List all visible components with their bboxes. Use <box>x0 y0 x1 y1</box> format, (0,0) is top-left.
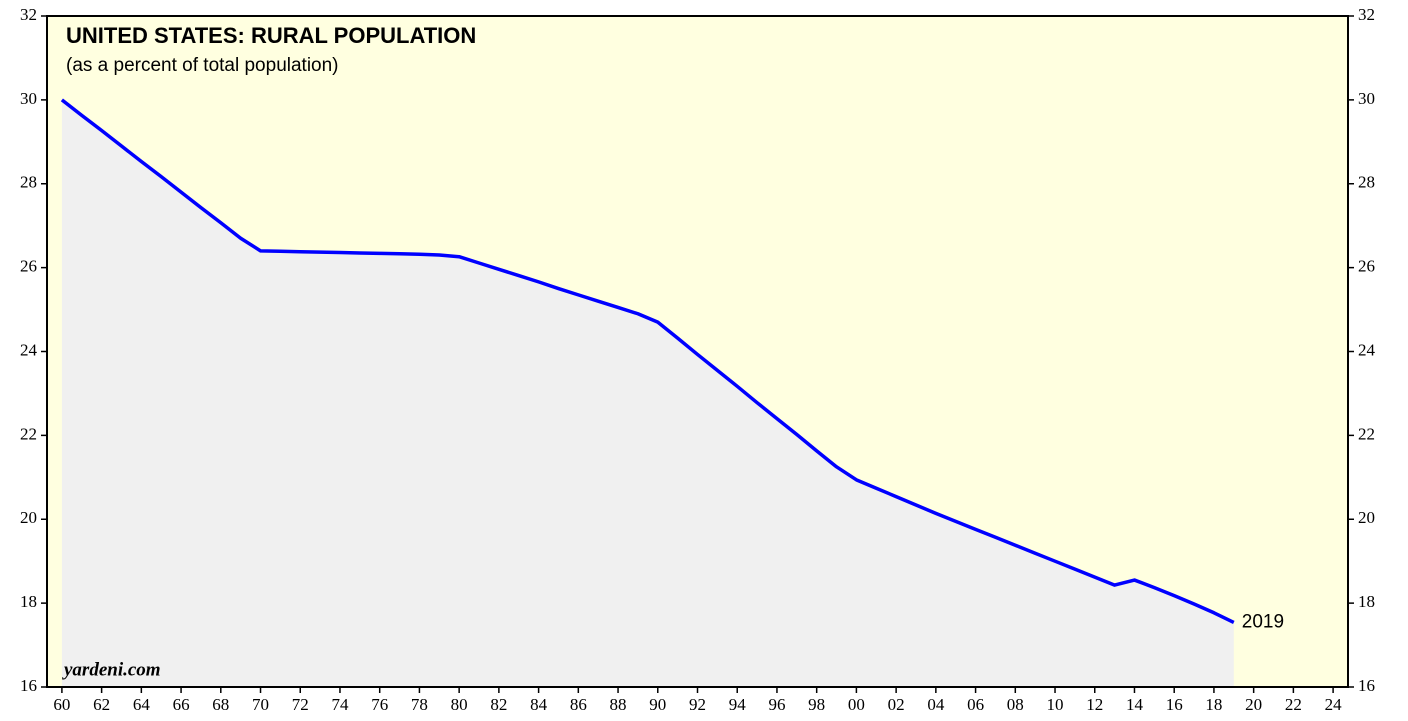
x-tick-label: 96 <box>768 695 785 714</box>
y-tick-label: 24 <box>20 340 38 359</box>
x-tick-label: 20 <box>1245 695 1262 714</box>
x-tick-label: 88 <box>610 695 627 714</box>
x-tick-label: 90 <box>649 695 666 714</box>
x-tick-label: 60 <box>53 695 70 714</box>
y2-tick-label: 26 <box>1358 257 1375 276</box>
x-tick-label: 78 <box>411 695 428 714</box>
x-tick-label: 98 <box>808 695 825 714</box>
x-tick-label: 02 <box>888 695 905 714</box>
area-fill <box>61 99 1234 687</box>
x-tick-label: 86 <box>570 695 587 714</box>
x-tick-label: 24 <box>1325 695 1343 714</box>
chart-title: UNITED STATES: RURAL POPULATION <box>66 23 476 48</box>
source: yardeni.com <box>62 659 161 680</box>
end-annotation: 2019 <box>1242 611 1284 632</box>
x-tick-label: 14 <box>1126 695 1144 714</box>
y2-tick-label: 20 <box>1358 508 1375 527</box>
x-tick-label: 18 <box>1205 695 1222 714</box>
y-tick-label: 18 <box>20 592 37 611</box>
y2-tick-label: 24 <box>1358 340 1376 359</box>
x-tick-label: 64 <box>133 695 151 714</box>
x-tick-label: 62 <box>93 695 110 714</box>
plot-layer <box>60 98 1235 687</box>
x-tick-label: 22 <box>1285 695 1302 714</box>
x-tick-label: 06 <box>967 695 984 714</box>
x-tick-label: 66 <box>173 695 190 714</box>
x-tick-label: 16 <box>1166 695 1183 714</box>
y-tick-label: 26 <box>20 257 37 276</box>
x-tick-label: 04 <box>927 695 945 714</box>
x-tick-label: 00 <box>848 695 865 714</box>
x-tick-label: 70 <box>252 695 269 714</box>
y2-tick-label: 18 <box>1358 592 1375 611</box>
x-tick-label: 08 <box>1007 695 1024 714</box>
line <box>60 98 1235 624</box>
x-tick-label: 94 <box>729 695 747 714</box>
y-tick-label: 30 <box>20 89 37 108</box>
y-tick-label: 20 <box>20 508 37 527</box>
y2-tick-label: 28 <box>1358 173 1375 192</box>
y2-tick-label: 32 <box>1358 5 1375 24</box>
x-tick-label: 84 <box>530 695 548 714</box>
x-tick-label: 72 <box>292 695 309 714</box>
x-tick-label: 74 <box>331 695 349 714</box>
y2-tick-label: 16 <box>1358 676 1375 695</box>
y2-tick-label: 30 <box>1358 89 1375 108</box>
x-tick-label: 82 <box>490 695 507 714</box>
x-tick-label: 92 <box>689 695 706 714</box>
chart-subtitle: (as a percent of total population) <box>66 55 339 76</box>
y-tick-label: 22 <box>20 424 37 443</box>
y-tick-label: 28 <box>20 173 37 192</box>
y-tick-label: 32 <box>20 5 37 24</box>
y-tick-label: 16 <box>20 676 37 695</box>
x-tick-label: 12 <box>1086 695 1103 714</box>
x-tick-label: 68 <box>212 695 229 714</box>
x-tick-label: 76 <box>371 695 388 714</box>
x-tick-label: 80 <box>451 695 468 714</box>
x-tick-label: 10 <box>1047 695 1064 714</box>
y2-tick-label: 22 <box>1358 424 1375 443</box>
